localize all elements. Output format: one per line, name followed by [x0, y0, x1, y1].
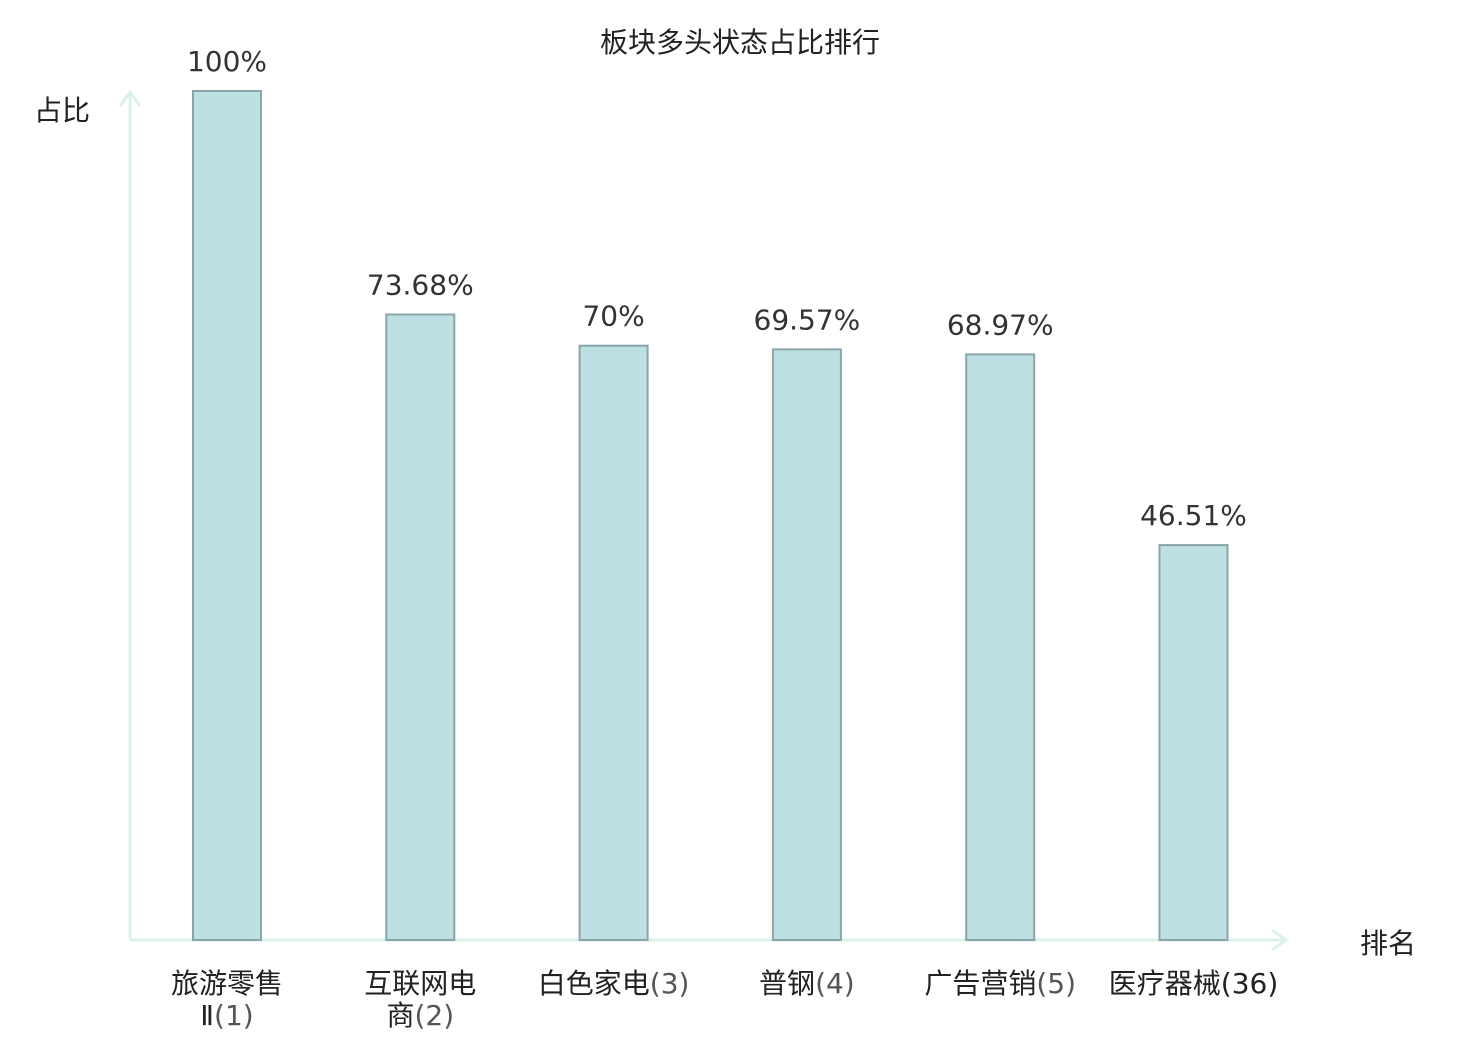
tick-label-name: Ⅱ — [200, 999, 214, 1032]
x-axis: 排名 — [130, 927, 1416, 960]
bar — [578, 344, 649, 941]
data-label: 70% — [582, 300, 644, 333]
tick-label: 白色家电(3) — [538, 967, 690, 1000]
tick-label: 互联网电 — [364, 967, 476, 1000]
data-label: 100% — [187, 45, 267, 78]
data-label: 46.51% — [1140, 499, 1247, 532]
tick-label-name: 白色家电 — [538, 967, 650, 1000]
tick-label-rank: (36) — [1221, 967, 1278, 1000]
bar — [965, 353, 1036, 941]
tick-label: 旅游零售 — [171, 967, 283, 1000]
tick-label-rank: (3) — [650, 967, 690, 1000]
data-label: 73.68% — [367, 269, 474, 302]
tick-label: 广告营销(5) — [924, 967, 1076, 1000]
tick-label-name: 旅游零售 — [171, 967, 283, 1000]
bar — [385, 313, 456, 941]
bar — [771, 348, 842, 941]
tick-label-name: 普钢 — [759, 967, 815, 1000]
x-axis-arrow-icon — [1271, 928, 1289, 952]
bar — [1158, 544, 1229, 941]
chart-title: 板块多头状态占比排行 — [600, 26, 880, 59]
bar-series — [192, 90, 1229, 941]
tick-label-rank: (2) — [414, 999, 454, 1032]
tick-label: 普钢(4) — [759, 967, 855, 1000]
y-axis-arrow-icon — [118, 89, 142, 107]
tick-label: 商(2) — [386, 999, 454, 1032]
tick-label-rank: (1) — [214, 999, 254, 1032]
tick-label-rank: (4) — [815, 967, 855, 1000]
tick-label-name: 互联网电 — [364, 967, 476, 1000]
tick-label: 医疗器械(36) — [1109, 967, 1279, 1000]
data-label: 69.57% — [754, 303, 861, 336]
tick-label-name: 广告营销 — [924, 967, 1036, 1000]
tick-label-rank: (5) — [1036, 967, 1076, 1000]
y-axis-label: 占比 — [34, 94, 90, 127]
x-axis-label: 排名 — [1360, 927, 1416, 960]
value-labels: 100% 73.68% 70% 69.57% 68.97% 46.51% — [187, 45, 1247, 532]
y-axis: 占比 — [34, 89, 142, 940]
tick-label-name: 医疗器械 — [1109, 967, 1221, 1000]
bar — [192, 90, 262, 941]
data-label: 68.97% — [947, 308, 1054, 341]
tick-label: Ⅱ(1) — [200, 999, 253, 1032]
tick-label-name: 商 — [386, 999, 414, 1032]
